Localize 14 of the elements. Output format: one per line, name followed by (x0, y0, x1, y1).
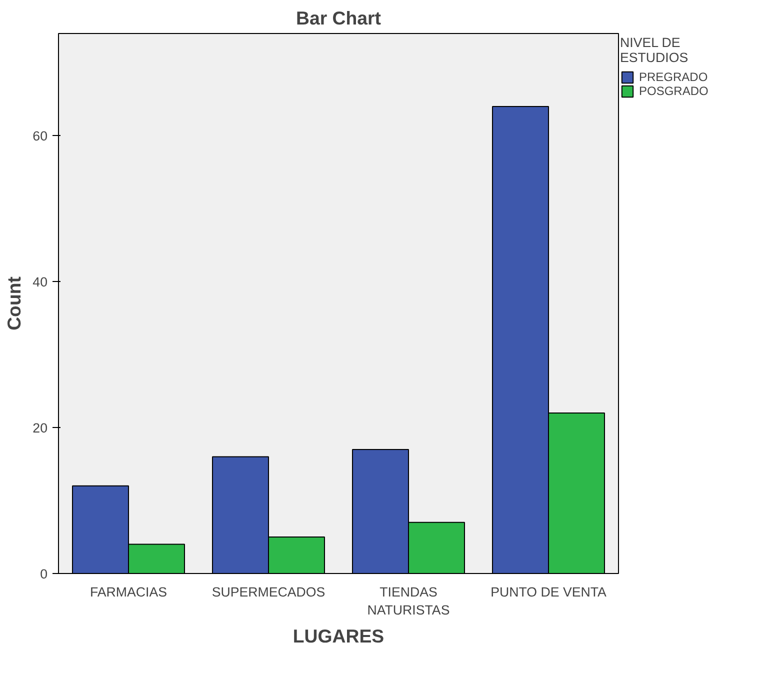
x-tick-label: SUPERMECADOS (212, 584, 326, 600)
chart-title: Bar Chart (296, 8, 382, 28)
legend-label: PREGRADO (639, 70, 708, 84)
y-tick-label: 0 (40, 566, 48, 582)
x-axis-title: LUGARES (292, 626, 384, 646)
legend-title: NIVEL DE ESTUDIOS (620, 35, 690, 65)
y-tick-label: 40 (32, 274, 48, 290)
x-tick-label: TIENDAS NATURISTAS (367, 584, 450, 618)
x-tick-label: PUNTO DE VENTA (490, 584, 606, 600)
y-tick-label: 20 (32, 420, 48, 436)
x-tick-label: FARMACIAS (90, 584, 168, 600)
y-tick-label: 60 (32, 128, 48, 144)
legend-label: POSGRADO (639, 84, 708, 98)
y-axis-title: Count (4, 276, 25, 330)
